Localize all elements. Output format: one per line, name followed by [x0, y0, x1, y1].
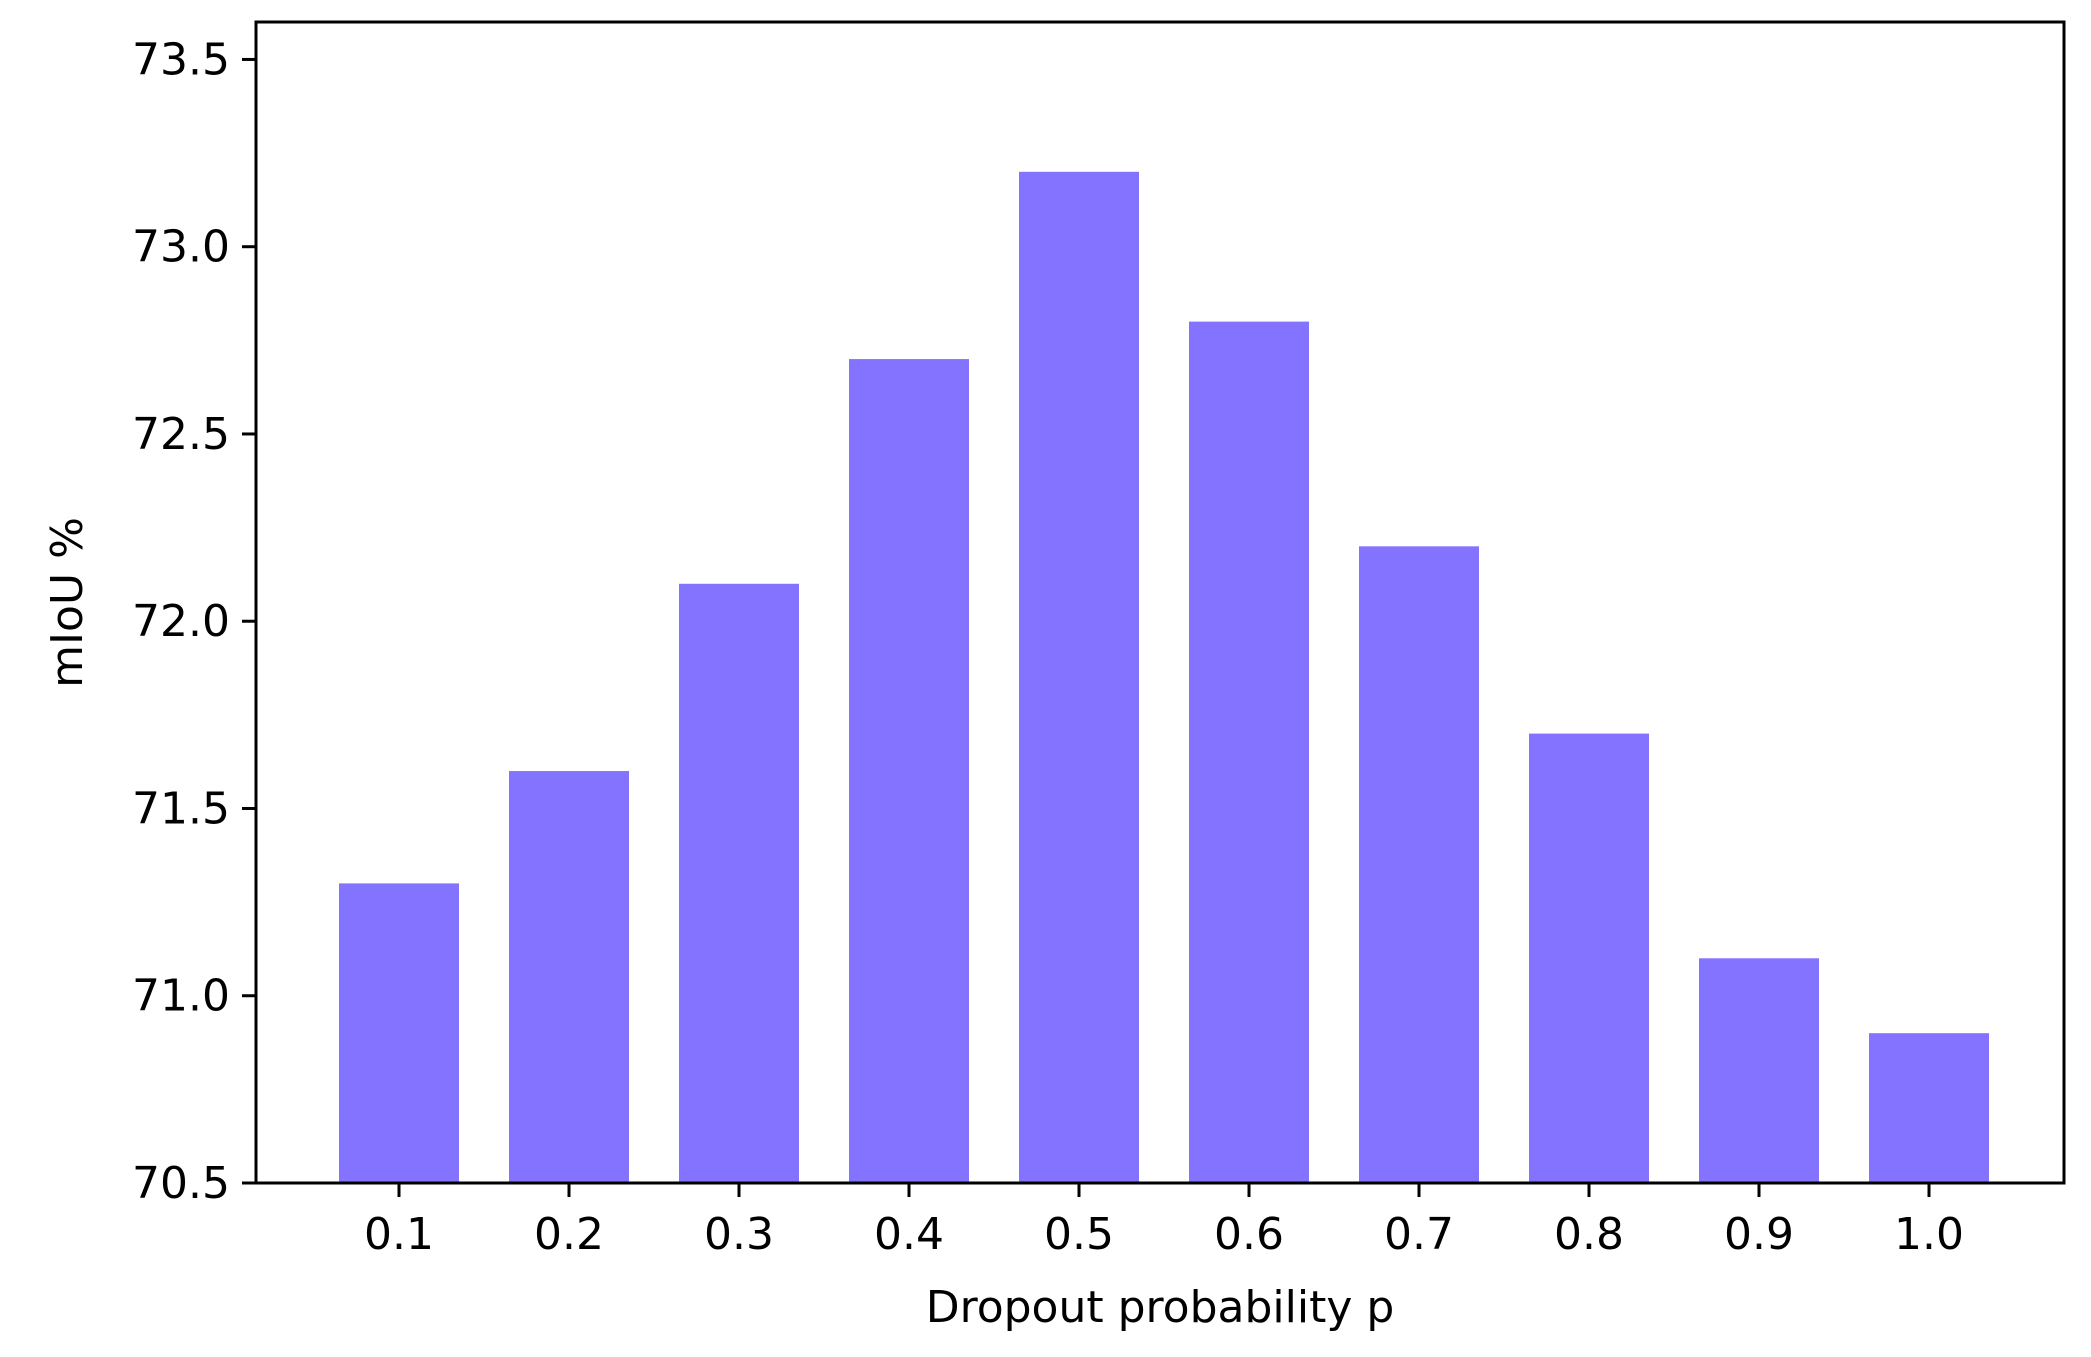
y-axis: 70.5 71.0 71.5 72.0 72.5 73.0 73.5 — [132, 34, 256, 1209]
x-tick-label: 1.0 — [1894, 1209, 1964, 1260]
bar-0.1 — [339, 883, 459, 1183]
bar-0.3 — [679, 583, 799, 1183]
x-tick-label: 0.1 — [364, 1209, 434, 1260]
bar-0.4 — [849, 359, 969, 1183]
y-axis-label: mIoU % — [42, 517, 93, 688]
x-tick-label: 0.6 — [1214, 1209, 1284, 1260]
y-tick-label: 70.5 — [132, 1158, 230, 1209]
x-axis: 0.1 0.2 0.3 0.4 0.5 0.6 0.7 0.8 0.9 1.0 — [364, 1183, 1964, 1260]
bar-0.9 — [1699, 958, 1819, 1183]
plot-frame — [254, 20, 2066, 1185]
y-tick-label: 71.0 — [132, 971, 230, 1022]
y-tick-label: 72.5 — [132, 409, 230, 460]
x-tick-label: 0.7 — [1384, 1209, 1454, 1260]
x-tick-label: 0.9 — [1724, 1209, 1794, 1260]
y-tick-label: 72.0 — [132, 596, 230, 647]
y-tick-label: 71.5 — [132, 783, 230, 834]
bars-layer — [339, 171, 1989, 1183]
x-tick-label: 0.2 — [534, 1209, 604, 1260]
bar-0.6 — [1189, 321, 1309, 1183]
bar-1.0 — [1869, 1033, 1989, 1183]
x-tick-label: 0.3 — [704, 1209, 774, 1260]
x-tick-label: 0.4 — [874, 1209, 944, 1260]
x-tick-label: 0.5 — [1044, 1209, 1114, 1260]
y-tick-label: 73.0 — [132, 222, 230, 273]
y-tick-label: 73.5 — [132, 34, 230, 85]
bar-0.5 — [1019, 171, 1139, 1183]
bar-0.2 — [509, 771, 629, 1183]
bar-0.7 — [1359, 546, 1479, 1183]
x-tick-label: 0.8 — [1554, 1209, 1624, 1260]
x-axis-label: Dropout probability p — [926, 1282, 1395, 1333]
bar-0.8 — [1529, 733, 1649, 1183]
